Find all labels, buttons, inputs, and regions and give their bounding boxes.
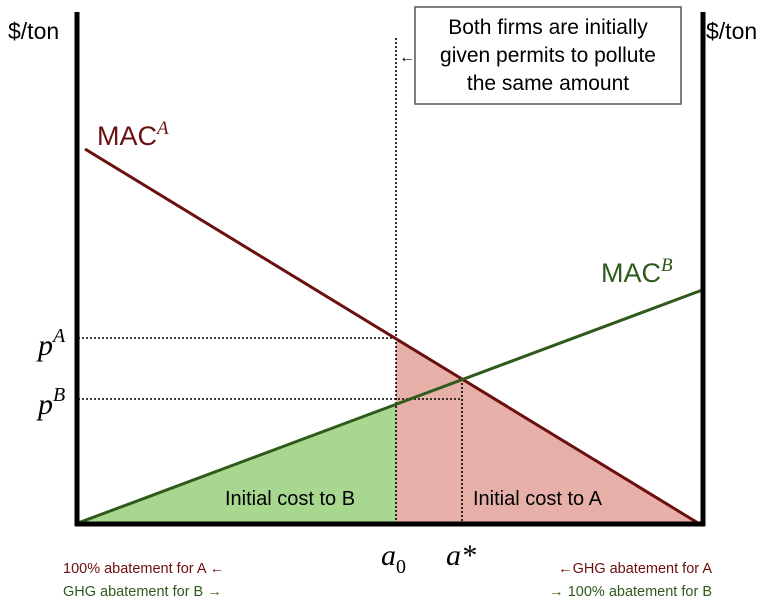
a0-label: a0 <box>381 539 406 578</box>
pb-label-sup: B <box>53 384 65 406</box>
pa-label-sup: A <box>51 325 66 347</box>
astar-label: a* <box>446 539 476 572</box>
mac-b-label-base: MAC <box>601 258 661 288</box>
mac-b-label-sup: B <box>661 255 673 276</box>
right-axis-unit: $/ton <box>706 18 757 44</box>
mac-a-label: MACA <box>97 118 169 151</box>
mac-a-label-sup: A <box>155 118 169 139</box>
footnote-left-2: GHG abatement for B → <box>63 584 222 600</box>
a0-label-base: a <box>381 539 396 572</box>
pb-label: pB <box>36 384 65 421</box>
pa-label: pA <box>36 325 66 362</box>
initial-cost-a-label: Initial cost to A <box>473 488 603 510</box>
annotation-arrow-icon: ← <box>399 49 415 66</box>
annotation-line-3: the same amount <box>467 72 629 95</box>
footnote-right-1: ←GHG abatement for A <box>558 561 712 577</box>
left-axis-unit: $/ton <box>8 18 59 44</box>
annotation-line-2: given permits to pollute <box>440 44 656 67</box>
initial-cost-b-label: Initial cost to B <box>225 488 355 510</box>
mac-a-curve <box>84 147 699 525</box>
pa-label-base: p <box>36 329 53 362</box>
mac-b-label: MACB <box>601 255 673 288</box>
mac-b-curve <box>77 287 706 525</box>
a0-label-sub: 0 <box>396 556 406 578</box>
mac-a-label-base: MAC <box>97 121 157 151</box>
footnote-right-2: → 100% abatement for B <box>549 584 712 600</box>
pb-label-base: p <box>36 388 53 421</box>
footnote-left-1: 100% abatement for A ← <box>63 561 224 577</box>
annotation-box <box>414 6 682 105</box>
annotation-line-1: Both firms are initially <box>448 16 648 39</box>
